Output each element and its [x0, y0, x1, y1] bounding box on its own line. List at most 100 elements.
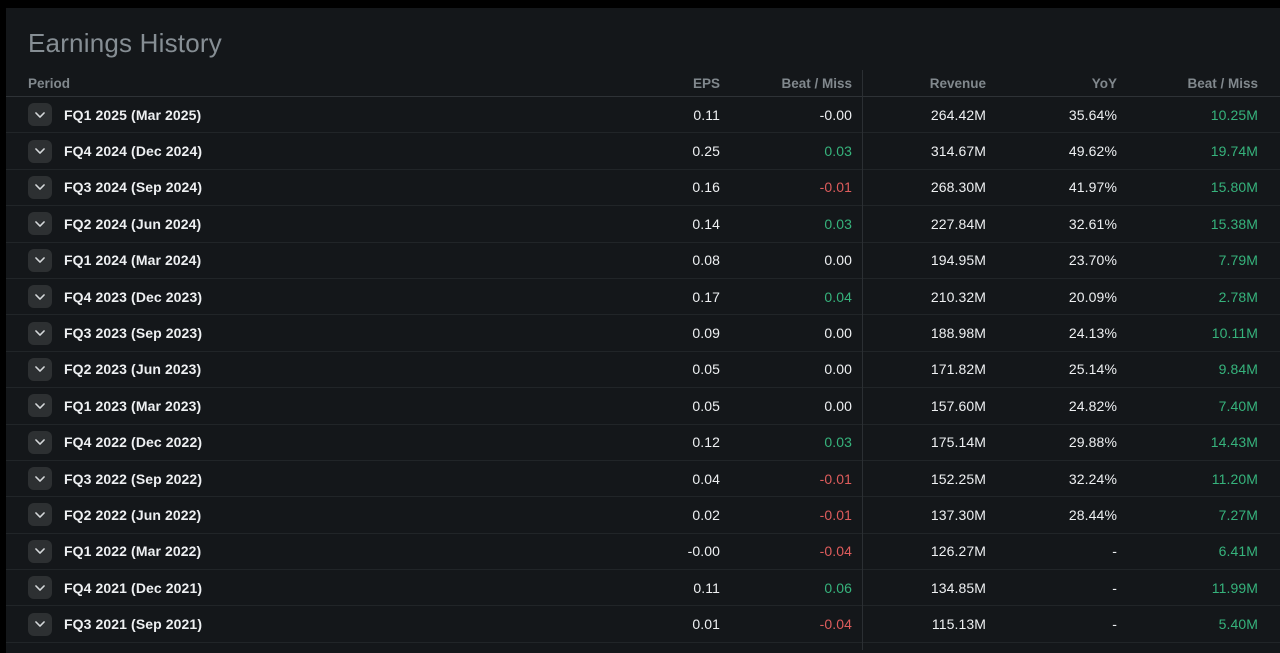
eps-value: 0.11 — [693, 106, 720, 123]
chevron-down-icon — [35, 548, 45, 555]
yoy-value: 20.09% — [1068, 288, 1117, 305]
expand-row-button[interactable] — [28, 212, 52, 236]
yoy-value: - — [1112, 579, 1117, 596]
chevron-down-icon — [35, 111, 45, 118]
period-cell: FQ3 2024 (Sep 2024) — [28, 175, 600, 199]
period-label: FQ3 2024 (Sep 2024) — [64, 179, 203, 196]
eps-value: 0.25 — [692, 143, 720, 160]
eps-value: 0.09 — [692, 325, 720, 342]
period-label: FQ2 2024 (Jun 2024) — [64, 215, 202, 232]
yoy-value: 29.88% — [1068, 434, 1117, 451]
chevron-down-icon — [35, 584, 45, 591]
eps-beat-miss-value: -0.01 — [819, 506, 852, 523]
period-cell: FQ2 2022 (Jun 2022) — [28, 503, 600, 527]
table-row: FQ1 2025 (Mar 2025) 0.11 -0.00 264.42M 3… — [6, 97, 1280, 134]
eps-value: 0.02 — [692, 506, 720, 523]
period-cell: FQ2 2023 (Jun 2023) — [28, 357, 600, 381]
revenue-value: 137.30M — [930, 506, 986, 523]
period-label: FQ3 2021 (Sep 2021) — [64, 616, 203, 633]
expand-row-button[interactable] — [28, 103, 52, 127]
expand-row-button[interactable] — [28, 539, 52, 563]
expand-row-button[interactable] — [28, 503, 52, 527]
revenue-beat-miss-value: 15.80M — [1210, 179, 1258, 196]
eps-beat-miss-value: -0.01 — [819, 470, 852, 487]
table-row: FQ3 2024 (Sep 2024) 0.16 -0.01 268.30M 4… — [6, 170, 1280, 207]
yoy-value: 32.61% — [1068, 215, 1117, 232]
period-label: FQ4 2024 (Dec 2024) — [64, 143, 203, 160]
eps-beat-miss-value: 0.03 — [824, 215, 852, 232]
table-row: FQ1 2023 (Mar 2023) 0.05 0.00 157.60M 24… — [6, 388, 1280, 425]
revenue-beat-miss-value: 10.25M — [1210, 106, 1258, 123]
chevron-down-icon — [35, 621, 45, 627]
revenue-value: 227.84M — [930, 215, 986, 232]
yoy-value: 28.44% — [1068, 506, 1117, 523]
yoy-value: 49.62% — [1068, 143, 1117, 160]
eps-value: -0.00 — [687, 543, 720, 560]
period-cell: FQ2 2024 (Jun 2024) — [28, 212, 600, 236]
column-header-eps: EPS — [692, 75, 720, 91]
expand-row-button[interactable] — [28, 248, 52, 272]
eps-beat-miss-value: -0.04 — [819, 543, 852, 560]
table-row: FQ3 2022 (Sep 2022) 0.04 -0.01 152.25M 3… — [6, 461, 1280, 498]
table-row: FQ4 2024 (Dec 2024) 0.25 0.03 314.67M 49… — [6, 133, 1280, 170]
expand-row-button[interactable] — [28, 467, 52, 491]
eps-value: 0.08 — [692, 252, 720, 269]
earnings-table: Period EPS Beat / Miss Revenue YoY Beat … — [6, 70, 1280, 650]
expand-row-button[interactable] — [28, 175, 52, 199]
expand-row-button[interactable] — [28, 285, 52, 309]
revenue-value: 134.85M — [930, 579, 986, 596]
revenue-value: 157.60M — [930, 397, 986, 414]
revenue-beat-miss-value: 6.41M — [1218, 543, 1258, 560]
revenue-value: 210.32M — [930, 288, 986, 305]
revenue-beat-miss-value: 7.27M — [1218, 506, 1258, 523]
eps-value: 0.16 — [692, 179, 720, 196]
chevron-down-icon — [35, 439, 45, 446]
expand-row-button[interactable] — [28, 394, 52, 418]
period-label: FQ1 2022 (Mar 2022) — [64, 543, 202, 560]
column-header-eps-beat-miss: Beat / Miss — [781, 75, 852, 91]
table-row: FQ2 2023 (Jun 2023) 0.05 0.00 171.82M 25… — [6, 352, 1280, 389]
yoy-value: 24.82% — [1068, 397, 1117, 414]
yoy-value: 24.13% — [1068, 325, 1117, 342]
chevron-down-icon — [35, 148, 45, 154]
revenue-beat-miss-value: 14.43M — [1210, 434, 1258, 451]
period-cell: FQ1 2022 (Mar 2022) — [28, 539, 600, 563]
yoy-value: 25.14% — [1068, 361, 1117, 378]
period-label: FQ4 2022 (Dec 2022) — [64, 434, 203, 451]
revenue-value: 314.67M — [930, 143, 986, 160]
expand-row-button[interactable] — [28, 430, 52, 454]
period-label: FQ3 2022 (Sep 2022) — [64, 470, 203, 487]
revenue-value: 194.95M — [930, 252, 986, 269]
table-body: FQ1 2025 (Mar 2025) 0.11 -0.00 264.42M 3… — [6, 97, 1280, 643]
revenue-beat-miss-value: 10.11M — [1211, 325, 1258, 342]
table-row: FQ1 2022 (Mar 2022) -0.00 -0.04 126.27M … — [6, 534, 1280, 571]
eps-value: 0.01 — [692, 616, 720, 633]
period-label: FQ2 2022 (Jun 2022) — [64, 506, 202, 523]
eps-beat-miss-value: -0.00 — [819, 106, 852, 123]
eps-beat-miss-value: 0.04 — [824, 288, 852, 305]
chevron-down-icon — [35, 366, 45, 373]
expand-row-button[interactable] — [28, 139, 52, 163]
partial-next-row — [6, 643, 1280, 650]
eps-beat-miss-value: 0.03 — [824, 434, 852, 451]
eps-value: 0.11 — [693, 579, 720, 596]
expand-row-button[interactable] — [28, 612, 52, 636]
yoy-value: 32.24% — [1068, 470, 1117, 487]
period-cell: FQ4 2021 (Dec 2021) — [28, 576, 600, 600]
chevron-down-icon — [35, 512, 45, 518]
expand-row-button[interactable] — [28, 357, 52, 381]
table-row: FQ2 2024 (Jun 2024) 0.14 0.03 227.84M 32… — [6, 206, 1280, 243]
period-cell: FQ1 2023 (Mar 2023) — [28, 394, 600, 418]
revenue-value: 171.82M — [930, 361, 986, 378]
yoy-value: 35.64% — [1068, 106, 1117, 123]
chevron-down-icon — [35, 475, 45, 482]
revenue-value: 126.27M — [930, 543, 986, 560]
expand-row-button[interactable] — [28, 321, 52, 345]
yoy-value: - — [1112, 543, 1117, 560]
table-row: FQ4 2022 (Dec 2022) 0.12 0.03 175.14M 29… — [6, 425, 1280, 461]
eps-beat-miss-value: 0.00 — [824, 325, 852, 342]
chevron-down-icon — [35, 293, 45, 300]
column-header-revenue: Revenue — [929, 75, 986, 91]
revenue-beat-miss-value: 9.84M — [1218, 361, 1258, 378]
expand-row-button[interactable] — [28, 576, 52, 600]
